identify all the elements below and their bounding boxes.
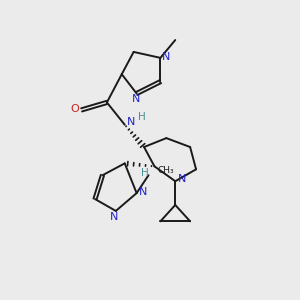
Text: N: N bbox=[127, 117, 136, 128]
Text: N: N bbox=[139, 187, 147, 196]
Text: N: N bbox=[110, 212, 118, 222]
Text: H: H bbox=[141, 168, 149, 178]
Text: CH₃: CH₃ bbox=[158, 166, 174, 175]
Text: N: N bbox=[132, 94, 140, 104]
Text: O: O bbox=[71, 104, 80, 114]
Text: N: N bbox=[162, 52, 170, 62]
Text: N: N bbox=[178, 174, 186, 184]
Text: H: H bbox=[138, 112, 146, 122]
